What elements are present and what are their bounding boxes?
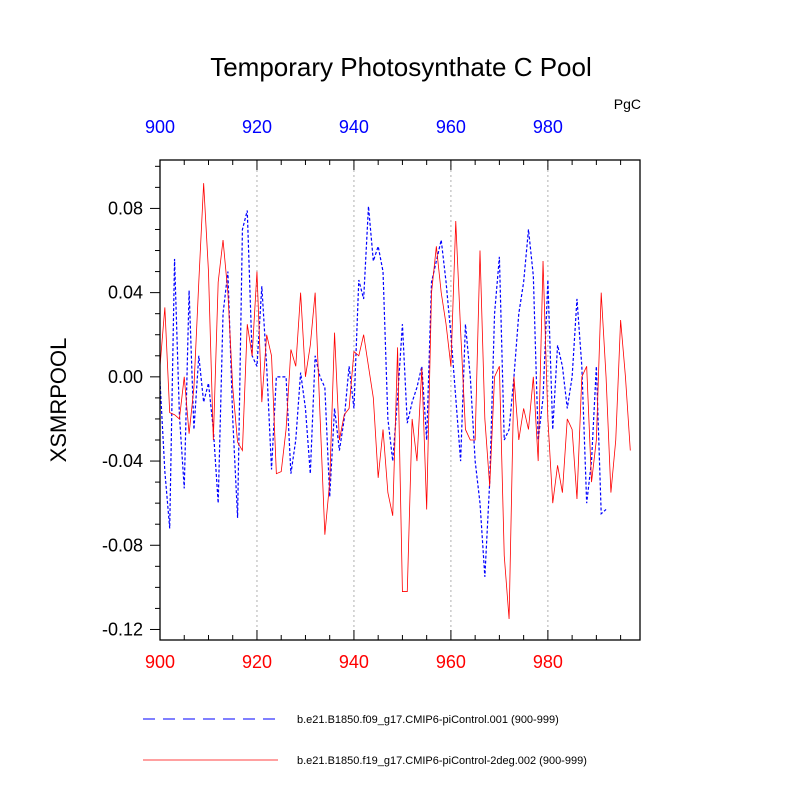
legend: b.e21.B1850.f09_g17.CMIP6-piControl.001 … <box>143 714 587 767</box>
y-tick-label: -0.04 <box>102 451 143 471</box>
series-line-1 <box>160 206 607 577</box>
y-tick-label: -0.08 <box>102 535 143 555</box>
y-tick-label: 0.08 <box>108 198 143 218</box>
axis-tick-labels: 900 900 920 920 940 940 960 960 980 980 0.08 0.04 0.… <box>102 117 563 672</box>
y-tick-label: 0.00 <box>108 367 143 387</box>
plot-series <box>160 183 631 619</box>
legend-label-series-1: b.e21.B1850.f09_g17.CMIP6-piControl.001 … <box>297 714 559 726</box>
y-axis-label: XSMRPOOL <box>46 338 71 463</box>
y-tick-label: -0.12 <box>102 619 143 639</box>
x-tick-label-top: 940 <box>339 117 369 137</box>
x-tick-label-bottom: 980 <box>533 652 563 672</box>
legend-label-series-2: b.e21.B1850.f19_g17.CMIP6-piControl-2deg… <box>297 755 587 767</box>
x-tick-label-top: 960 <box>436 117 466 137</box>
plot-frame <box>159 159 641 641</box>
x-tick-label-top: 980 <box>533 117 563 137</box>
x-tick-label-bottom: 960 <box>436 652 466 672</box>
y-tick-label: 0.04 <box>108 283 143 303</box>
x-tick-label-bottom: 920 <box>242 652 272 672</box>
series-line-2 <box>160 183 631 619</box>
x-tick-label-top: 900 <box>145 117 175 137</box>
units-label: PgC <box>614 96 641 112</box>
x-tick-label-top: 920 <box>242 117 272 137</box>
axis-ticks <box>150 160 622 640</box>
x-tick-label-bottom: 900 <box>145 652 175 672</box>
grid-lines <box>256 160 549 640</box>
chart-title: Temporary Photosynthate C Pool <box>210 52 592 82</box>
x-tick-label-bottom: 940 <box>339 652 369 672</box>
